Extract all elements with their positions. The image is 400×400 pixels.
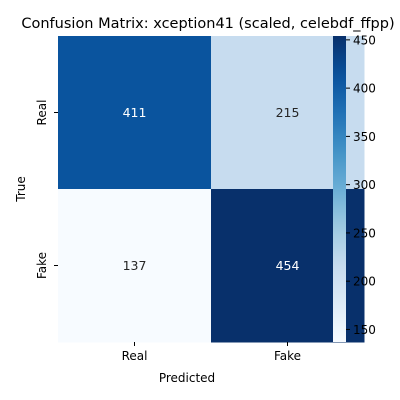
heatmap-cells bbox=[58, 36, 365, 343]
cell-label-1-1: 454 bbox=[276, 258, 300, 273]
colorbar-tick-label-6: 450 bbox=[353, 33, 376, 47]
colorbar-tick-label-2: 250 bbox=[353, 226, 376, 240]
colorbar-tick-label-5: 400 bbox=[353, 82, 376, 96]
colorbar-tick-label-1: 200 bbox=[353, 275, 376, 289]
x-tick-label-0: Real bbox=[122, 349, 148, 363]
colorbar-ticks: 150 200 250 300 350 400 450 bbox=[346, 33, 376, 337]
colorbar bbox=[333, 36, 346, 342]
colorbar-tick-label-0: 150 bbox=[353, 323, 376, 337]
y-tick-label-0: Real bbox=[35, 100, 49, 126]
heatmap-cell-0-0 bbox=[58, 36, 212, 190]
cell-label-0-0: 411 bbox=[123, 105, 147, 120]
y-axis: Real Fake bbox=[35, 100, 58, 279]
x-axis: Real Fake bbox=[122, 342, 301, 363]
cell-label-1-0: 137 bbox=[123, 258, 147, 273]
x-axis-label: Predicted bbox=[159, 371, 215, 385]
cell-label-0-1: 215 bbox=[276, 105, 300, 120]
heatmap-cell-1-0 bbox=[58, 189, 212, 343]
x-tick-label-1: Fake bbox=[274, 349, 301, 363]
y-axis-label: True bbox=[14, 176, 28, 203]
colorbar-tick-label-4: 350 bbox=[353, 130, 376, 144]
colorbar-tick-label-3: 300 bbox=[353, 178, 376, 192]
y-tick-label-1: Fake bbox=[35, 252, 49, 279]
chart-title: Confusion Matrix: xception41 (scaled, ce… bbox=[21, 16, 394, 32]
cell-labels: 411 215 137 454 bbox=[123, 105, 300, 273]
